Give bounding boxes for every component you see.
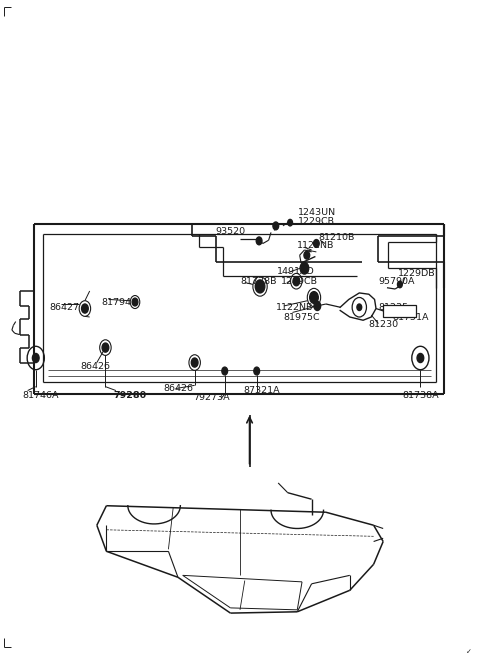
Text: 81746A: 81746A (23, 391, 60, 399)
Circle shape (314, 302, 321, 311)
Text: 81751A: 81751A (393, 313, 429, 321)
Text: 81210B: 81210B (319, 233, 355, 242)
Text: 79273A: 79273A (193, 393, 229, 401)
Circle shape (256, 237, 262, 245)
Circle shape (255, 280, 265, 293)
Text: 81230: 81230 (369, 321, 399, 329)
Circle shape (402, 307, 407, 314)
Text: 86427: 86427 (49, 304, 79, 313)
Circle shape (273, 222, 279, 230)
Text: 81235: 81235 (378, 304, 408, 313)
Text: 81738B: 81738B (240, 277, 276, 286)
Text: 1229DB: 1229DB (397, 269, 435, 278)
Text: 81975C: 81975C (283, 313, 320, 321)
Text: 86426: 86426 (80, 362, 110, 371)
Text: 1122NB: 1122NB (276, 304, 313, 313)
Text: 1229CB: 1229CB (298, 217, 335, 226)
Circle shape (417, 353, 424, 363)
Circle shape (192, 358, 198, 367)
FancyBboxPatch shape (383, 306, 416, 317)
Circle shape (300, 262, 309, 274)
Text: 79280: 79280 (114, 391, 147, 399)
Text: 81738A: 81738A (402, 391, 439, 399)
Circle shape (357, 304, 362, 311)
Circle shape (313, 240, 319, 248)
Text: ✓: ✓ (466, 649, 471, 655)
Text: 1249CB: 1249CB (281, 277, 318, 286)
Text: 93520: 93520 (215, 227, 245, 236)
Text: 1122NB: 1122NB (297, 241, 335, 250)
Circle shape (33, 353, 39, 363)
Circle shape (132, 298, 138, 306)
Circle shape (397, 281, 402, 288)
Text: 1491AD: 1491AD (277, 267, 315, 276)
Circle shape (102, 343, 109, 352)
Text: 81794: 81794 (102, 298, 132, 307)
Circle shape (293, 277, 300, 286)
Circle shape (82, 304, 88, 313)
Text: 1243UN: 1243UN (298, 208, 336, 217)
Circle shape (304, 251, 310, 259)
Circle shape (222, 367, 228, 375)
Text: 95790A: 95790A (378, 277, 415, 286)
Circle shape (254, 367, 260, 375)
Circle shape (310, 292, 318, 304)
Text: 87321A: 87321A (243, 386, 280, 395)
Text: 86426: 86426 (164, 384, 193, 393)
Circle shape (288, 219, 292, 226)
